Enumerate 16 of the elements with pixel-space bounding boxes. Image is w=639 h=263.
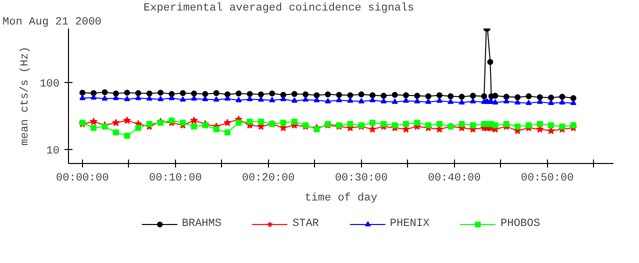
x-tick-label: 00:20:00 — [242, 172, 295, 184]
legend-label: PHOBOS — [500, 218, 540, 230]
chart-title: Experimental averaged coincidence signals — [144, 2, 414, 14]
x-tick-label: 00:30:00 — [334, 172, 388, 184]
legend-label: STAR — [292, 218, 319, 230]
text: Mon Aug 21 2000 — [2, 16, 102, 28]
legend-label: PHENIX — [390, 218, 430, 230]
x-tick-label: 00:40:00 — [428, 172, 481, 184]
y-axis-title: mean cts/s (Hz) — [20, 46, 32, 146]
y-tick-label: 10 — [46, 146, 60, 158]
x-tick-label: 00:10:00 — [149, 172, 202, 184]
x-axis-title: time of day — [304, 192, 378, 204]
legend-label: BRAHMS — [182, 218, 222, 230]
x-tick-label: 00:00:00 — [56, 172, 109, 184]
x-tick-label: 00:50:00 — [520, 172, 574, 184]
y-tick-label: 100 — [40, 78, 60, 90]
